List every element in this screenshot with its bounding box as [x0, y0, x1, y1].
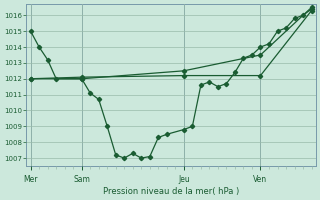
X-axis label: Pression niveau de la mer( hPa ): Pression niveau de la mer( hPa )	[103, 187, 239, 196]
